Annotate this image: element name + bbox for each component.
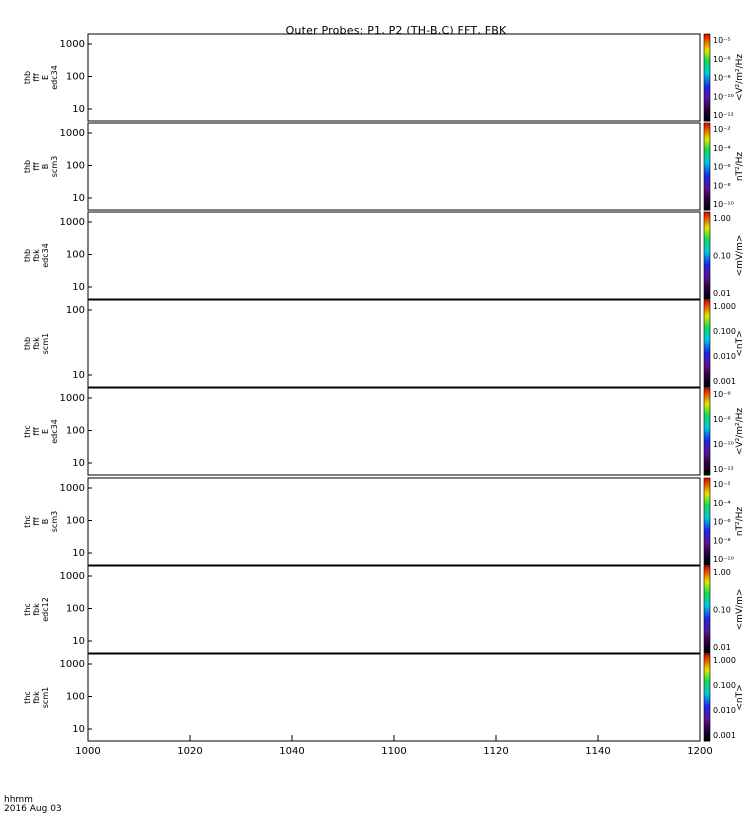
colorbar-unit-label: nT²/Hz [735, 152, 745, 182]
colorbar-tick-label: 10⁻⁴ [713, 144, 731, 153]
colorbar-tick-label: 10⁻⁶ [713, 163, 731, 172]
colorbar-tick-label: 0.10 [713, 252, 731, 261]
y-tick-label: 10 [72, 104, 85, 115]
colorbar-tick-label: 10⁻⁶ [713, 55, 731, 64]
side-label: thb [23, 71, 32, 84]
y-tick-label: 1000 [60, 128, 85, 139]
colorbar-unit-label: <mV/m> [735, 235, 745, 277]
side-label: fff [32, 162, 41, 171]
colorbar-cell [704, 123, 710, 126]
colorbar-tick-label: 0.01 [713, 289, 731, 298]
y-tick-label: 100 [66, 72, 85, 83]
y-tick-label: 100 [66, 161, 85, 172]
side-label: fbk [32, 249, 41, 262]
colorbar-tick-label: 10⁻² [713, 125, 731, 134]
y-tick-label: 100 [66, 250, 85, 261]
panel-bg [88, 123, 700, 210]
y-tick-label: 1000 [60, 217, 85, 228]
side-label: thb [23, 160, 32, 173]
colorbar-cell [704, 212, 710, 215]
y-tick-label: 1000 [60, 39, 85, 50]
panel-bg [88, 34, 700, 121]
side-label: thb [23, 249, 32, 262]
colorbar-tick-label: 10⁻¹⁰ [713, 200, 734, 209]
side-label: edc34 [41, 243, 50, 268]
side-label: edc34 [50, 65, 59, 90]
side-label: scm3 [50, 156, 59, 177]
side-label: E [41, 75, 50, 80]
colorbar-tick-label: 10⁻⁸ [713, 74, 731, 83]
y-tick-label: 10 [72, 282, 85, 293]
side-label: fff [32, 73, 41, 82]
colorbar-tick-label: 10⁻¹² [713, 111, 734, 120]
colorbar-tick-label: 1.00 [713, 214, 731, 223]
side-label: B [41, 164, 50, 170]
panel-bg [88, 300, 700, 387]
colorbar-tick-label: 10⁻⁵ [713, 36, 731, 45]
colorbar-unit-label: <V²/m²/Hz [735, 54, 745, 102]
colorbar-tick-label: 10⁻⁸ [713, 181, 731, 190]
colorbar-tick-label: 10⁻¹⁰ [713, 92, 734, 101]
colorbar-cell [704, 34, 710, 37]
y-tick-label: 10 [72, 193, 85, 204]
panel-bg [88, 212, 700, 299]
